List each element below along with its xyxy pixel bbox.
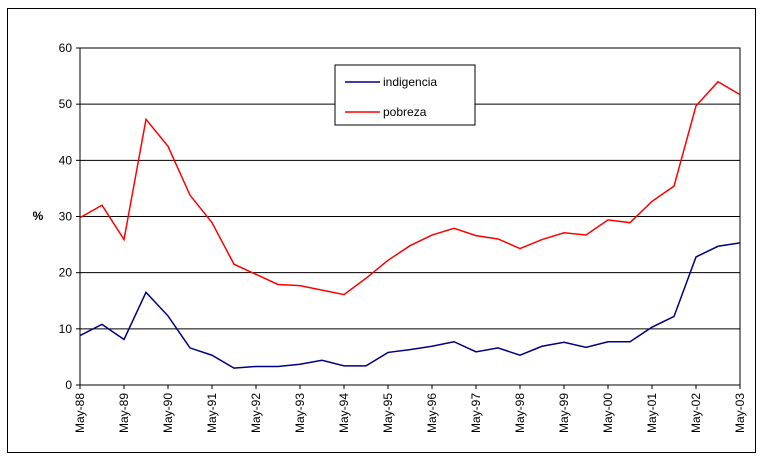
y-axis-label: % xyxy=(33,209,44,223)
legend-label: indigencia xyxy=(383,75,437,89)
legend-label: pobreza xyxy=(383,105,427,119)
y-tick-label: 60 xyxy=(59,41,73,55)
y-tick-label: 50 xyxy=(59,97,73,111)
x-tick-label: May-99 xyxy=(557,393,571,433)
line-series xyxy=(79,242,741,369)
line-series xyxy=(79,80,741,296)
x-tick-label: May-90 xyxy=(161,393,175,433)
y-tick-label: 30 xyxy=(59,210,73,224)
y-tick-label: 10 xyxy=(59,322,73,336)
legend: indigencia pobreza xyxy=(334,64,476,126)
plot-frame xyxy=(79,47,741,386)
y-tick-label: 40 xyxy=(59,153,73,167)
y-tick-label: 20 xyxy=(59,266,73,280)
x-tick-label: May-01 xyxy=(645,393,659,433)
y-tick-label: 0 xyxy=(65,378,72,392)
x-tick-label: May-92 xyxy=(249,393,263,433)
x-tick-label: May-96 xyxy=(425,393,439,433)
x-tick-label: May-98 xyxy=(513,393,527,433)
x-tick-label: May-97 xyxy=(469,393,483,433)
x-tick-label: May-95 xyxy=(381,393,395,433)
legend-box xyxy=(334,64,476,126)
x-tick-label: May-03 xyxy=(733,393,747,433)
x-tick-label: May-91 xyxy=(205,393,219,433)
x-tick-label: May-02 xyxy=(689,393,703,433)
x-tick-label: May-89 xyxy=(117,393,131,433)
x-tick-label: May-93 xyxy=(293,393,307,433)
x-tick-label: May-88 xyxy=(73,393,87,433)
x-tick-label: May-94 xyxy=(337,393,351,433)
x-tick-label: May-00 xyxy=(601,393,615,433)
